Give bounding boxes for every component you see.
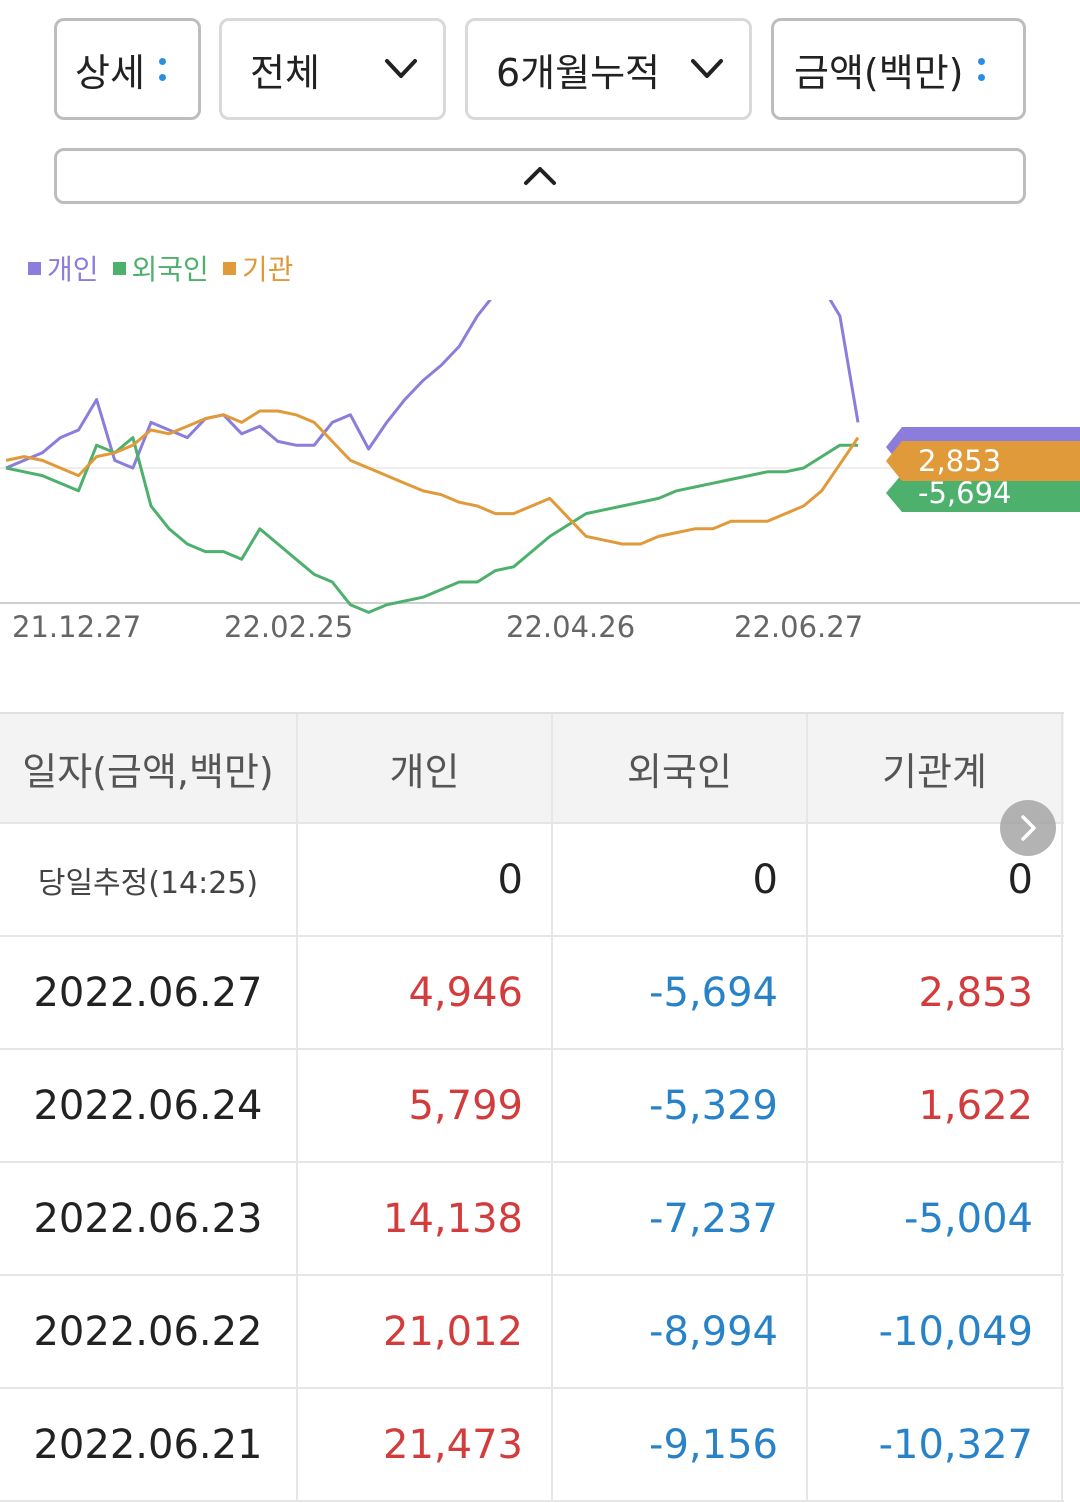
table-row: 2022.06.23 14,138 -7,237 -5,004: [0, 1163, 1064, 1276]
table-body: 당일추정(14:25) 0 0 0 2022.06.27 4,946 -5,694 2,853…: [0, 824, 1064, 1502]
x-tick-label: 22.06.27: [734, 610, 863, 644]
detail-menu-button[interactable]: 상세: [54, 18, 201, 120]
chevron-up-icon: [524, 167, 556, 185]
more-vertical-icon: [977, 57, 985, 81]
cell-foreign: -8,994: [553, 1276, 808, 1387]
cell-date: 2022.06.22: [0, 1276, 298, 1387]
legend-swatch: [28, 261, 41, 275]
table-header: 일자(금액,백만) 개인 외국인 기관계: [0, 712, 1064, 824]
cell-date: 2022.06.24: [0, 1050, 298, 1161]
legend-label: 기관: [241, 253, 294, 286]
cell-date: 당일추정(14:25): [0, 824, 298, 935]
scroll-right-button[interactable]: [1000, 800, 1056, 856]
chevron-down-icon: [385, 59, 417, 78]
cell-institution: -10,049: [808, 1276, 1063, 1387]
legend-label: 개인: [47, 253, 99, 286]
investor-trend-chart: -5,694 2,853 21.12.27 22.02.25 22.04.26 22.06…: [0, 300, 1080, 660]
cell-institution: 1,622: [808, 1050, 1063, 1161]
cell-foreign: -7,237: [553, 1163, 808, 1274]
cell-individual: 21,012: [298, 1276, 553, 1387]
investor-table: 일자(금액,백만) 개인 외국인 기관계 당일추정(14:25) 0 0 0 2022.…: [0, 712, 1064, 1502]
period-select[interactable]: 6개월누적: [465, 18, 752, 120]
cell-foreign: -5,694: [553, 937, 808, 1048]
table-row: 당일추정(14:25) 0 0 0: [0, 824, 1064, 937]
cell-foreign: -9,156: [553, 1389, 808, 1500]
cell-individual: 0: [298, 824, 553, 935]
cell-date: 2022.06.23: [0, 1163, 298, 1274]
cell-date: 2022.06.27: [0, 937, 298, 1048]
series-line: [5, 409, 860, 546]
cell-institution: 2,853: [808, 937, 1063, 1048]
unit-menu-button[interactable]: 금액(백만): [771, 18, 1026, 120]
cell-institution: -10,327: [808, 1389, 1063, 1500]
series-line: [5, 436, 858, 614]
table-row: 2022.06.22 21,012 -8,994 -10,049: [0, 1276, 1064, 1389]
chevron-right-icon: [1021, 815, 1036, 841]
scope-select[interactable]: 전체: [219, 18, 446, 120]
legend-item-institution: 기관: [222, 248, 294, 288]
filter-bar: 상세 전체 6개월누적 금액(백만): [54, 18, 1026, 120]
legend-swatch: [222, 261, 236, 275]
detail-menu-label: 상세: [75, 50, 145, 95]
table-row: 2022.06.21 21,473 -9,156 -10,327: [0, 1389, 1064, 1502]
unit-menu-label: 금액(백만): [794, 50, 964, 95]
tag-value: -5,694: [918, 476, 1012, 510]
legend-item-foreign: 외국인: [112, 248, 209, 288]
cell-institution: 0: [808, 824, 1063, 935]
chart-legend: 개인 외국인 기관: [28, 248, 293, 288]
legend-item-individual: 개인: [28, 248, 99, 288]
table-row: 2022.06.27 4,946 -5,694 2,853: [0, 937, 1064, 1050]
scope-select-label: 전체: [250, 50, 320, 95]
chevron-down-icon: [691, 59, 723, 78]
cell-foreign: 0: [553, 824, 808, 935]
cell-individual: 4,946: [298, 937, 553, 1048]
series-line: [5, 300, 860, 470]
header-foreign: 외국인: [553, 714, 808, 822]
tag-value: 2,853: [918, 444, 1001, 478]
x-tick-label: 22.04.26: [506, 610, 635, 644]
cell-foreign: -5,329: [553, 1050, 808, 1161]
period-select-label: 6개월누적: [496, 50, 661, 95]
x-tick-label: 21.12.27: [12, 610, 141, 644]
cell-institution: -5,004: [808, 1163, 1063, 1274]
series-end-tag: -5,694: [886, 474, 1080, 512]
header-date: 일자(금액,백만): [0, 714, 298, 822]
cell-individual: 5,799: [298, 1050, 553, 1161]
series-end-tag: 2,853: [886, 441, 1080, 481]
cell-individual: 14,138: [298, 1163, 553, 1274]
legend-label: 외국인: [131, 253, 209, 286]
legend-swatch: [112, 261, 126, 275]
cell-date: 2022.06.21: [0, 1389, 298, 1500]
cell-individual: 21,473: [298, 1389, 553, 1500]
table-row: 2022.06.24 5,799 -5,329 1,622: [0, 1050, 1064, 1163]
tag-shape: [886, 441, 1080, 481]
header-individual: 개인: [298, 714, 553, 822]
more-vertical-icon: [158, 57, 166, 81]
collapse-toggle-button[interactable]: [54, 148, 1026, 204]
x-tick-label: 22.02.25: [224, 610, 353, 644]
tag-shape: [886, 474, 1080, 512]
header-institution: 기관계: [808, 714, 1063, 822]
